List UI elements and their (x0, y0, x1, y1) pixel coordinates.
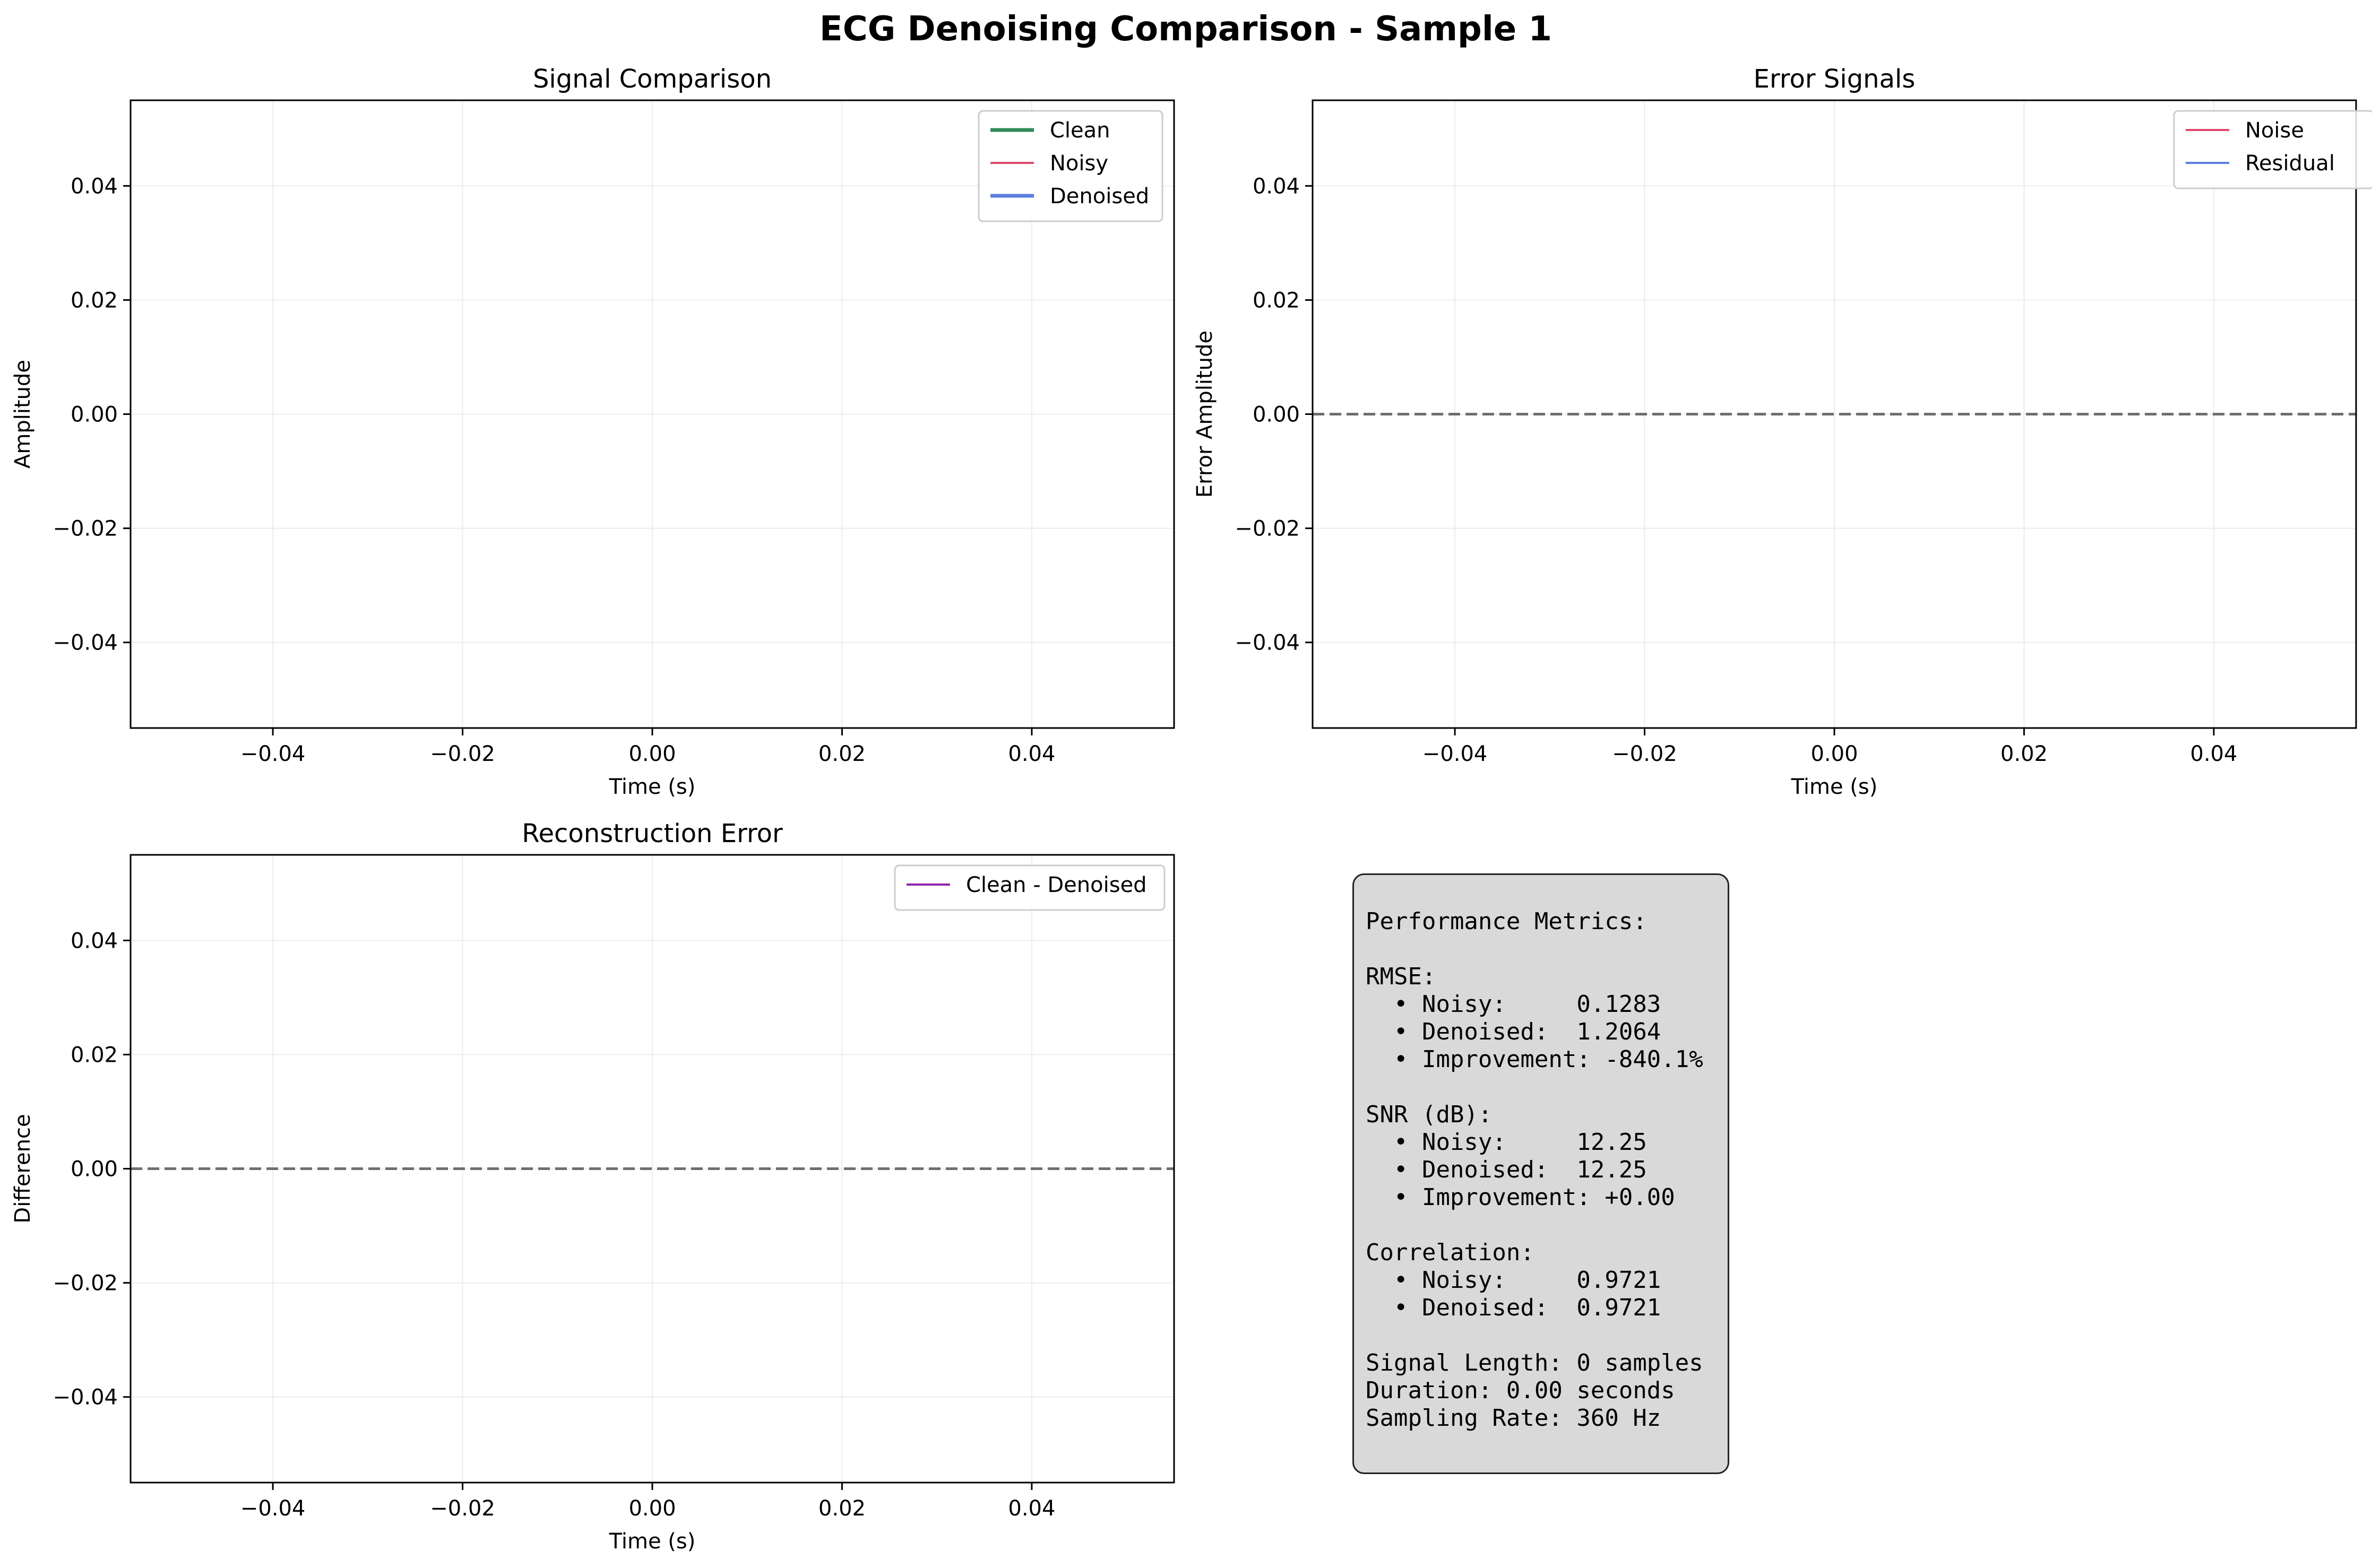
y-axis-label: Amplitude (11, 360, 35, 469)
legend-label: Noise (2245, 118, 2304, 143)
y-axis-label: Difference (11, 1114, 35, 1223)
metrics-line: • Denoised: 12.25 (1366, 1156, 1647, 1183)
y-axis-label: Error Amplitude (1193, 331, 1217, 498)
performance-metrics-box: Performance Metrics: RMSE: • Noisy: 0.128… (1352, 873, 1729, 1474)
x-tick-label: −0.02 (430, 742, 495, 766)
x-tick-label: 0.04 (2190, 742, 2237, 766)
x-tick-label: −0.04 (240, 1496, 306, 1521)
metrics-line: Sampling Rate: 360 Hz (1366, 1405, 1661, 1432)
legend: Clean Noisy Denoised (978, 110, 1163, 222)
y-tick-label: −0.02 (1235, 517, 1300, 541)
y-tick-label: 0.00 (71, 1157, 118, 1182)
y-tick-label: −0.02 (53, 1271, 118, 1296)
x-tick-label: −0.02 (1612, 742, 1677, 766)
x-tick-label: −0.04 (240, 742, 306, 766)
x-axis-label: Time (s) (609, 1529, 696, 1554)
metrics-line: Performance Metrics: (1366, 908, 1647, 935)
legend-label: Residual (2245, 151, 2335, 176)
metrics-line: • Improvement: +0.00 (1366, 1184, 1675, 1211)
metrics-line: Duration: 0.00 seconds (1366, 1377, 1675, 1404)
metrics-line (1366, 1322, 1728, 1349)
figure-title: ECG Denoising Comparison - Sample 1 (820, 10, 1552, 49)
y-tick-label: 0.02 (71, 288, 118, 313)
charts-layer: −0.04 −0.02 0.00 0.02 0.04 −0.04 −0.02 0.00 0.02… (11, 64, 2372, 1554)
x-tick-label: 0.04 (1008, 742, 1055, 766)
recon-chart: −0.04 −0.02 0.00 0.02 0.04 −0.04 −0.02 0.00 0.02… (11, 819, 1175, 1554)
x-tick-label: 0.02 (818, 1496, 866, 1521)
y-tick-label: 0.04 (1253, 174, 1300, 198)
legend: Clean - Denoised (894, 864, 1166, 911)
y-tick-label: 0.02 (71, 1043, 118, 1067)
legend-label: Denoised (1050, 184, 1149, 209)
x-tick-label: 0.00 (628, 742, 676, 766)
metrics-line: • Noisy: 12.25 (1366, 1129, 1647, 1156)
y-tick-label: 0.04 (71, 929, 118, 953)
y-tick-label: −0.02 (53, 517, 118, 541)
y-tick-label: −0.04 (53, 1385, 118, 1410)
metrics-line (1366, 1211, 1728, 1239)
y-tick-label: 0.00 (1253, 403, 1300, 427)
metrics-line: RMSE: (1366, 963, 1436, 990)
x-tick-label: 0.02 (2000, 742, 2048, 766)
y-tick-label: −0.04 (53, 631, 118, 655)
legend-label: Clean (1050, 118, 1110, 143)
x-tick-label: 0.04 (1008, 1496, 1055, 1521)
x-tick-label: −0.02 (430, 1496, 495, 1521)
x-tick-label: 0.02 (818, 742, 866, 766)
y-tick-label: 0.00 (71, 403, 118, 427)
metrics-line: Correlation: (1366, 1239, 1534, 1266)
metrics-line (1366, 935, 1728, 963)
x-tick-label: 0.00 (1810, 742, 1858, 766)
legend-frame (894, 864, 1166, 911)
legend: Noise Residual (2173, 110, 2372, 189)
metrics-line: • Denoised: 0.9721 (1366, 1294, 1661, 1321)
x-tick-label: −0.04 (1422, 742, 1488, 766)
subplot-title: Signal Comparison (533, 64, 772, 94)
legend-label: Clean - Denoised (966, 873, 1147, 897)
x-axis-label: Time (s) (1791, 775, 1878, 799)
metrics-line: • Denoised: 1.2064 (1366, 1018, 1661, 1045)
x-axis-label: Time (s) (609, 775, 696, 799)
error-chart: −0.04 −0.02 0.00 0.02 0.04 −0.04 −0.02 0.00 0.02… (1193, 64, 2372, 799)
legend-label: Noisy (1050, 151, 1108, 176)
subplot-title: Error Signals (1754, 64, 1916, 94)
metrics-line: • Noisy: 0.1283 (1366, 991, 1661, 1018)
subplot-title: Reconstruction Error (522, 819, 783, 848)
y-tick-label: −0.04 (1235, 631, 1300, 655)
y-tick-label: 0.02 (1253, 288, 1300, 313)
metrics-line: • Noisy: 0.9721 (1366, 1267, 1661, 1294)
y-tick-label: 0.04 (71, 174, 118, 198)
metrics-line: SNR (dB): (1366, 1101, 1493, 1128)
metrics-line: • Improvement: -840.1% (1366, 1046, 1703, 1073)
metrics-line (1366, 1073, 1728, 1101)
legend-frame (978, 110, 1163, 222)
x-tick-label: 0.00 (628, 1496, 676, 1521)
metrics-line: Signal Length: 0 samples (1366, 1349, 1703, 1376)
signal-chart: −0.04 −0.02 0.00 0.02 0.04 −0.04 −0.02 0.00 0.02… (11, 64, 1175, 799)
